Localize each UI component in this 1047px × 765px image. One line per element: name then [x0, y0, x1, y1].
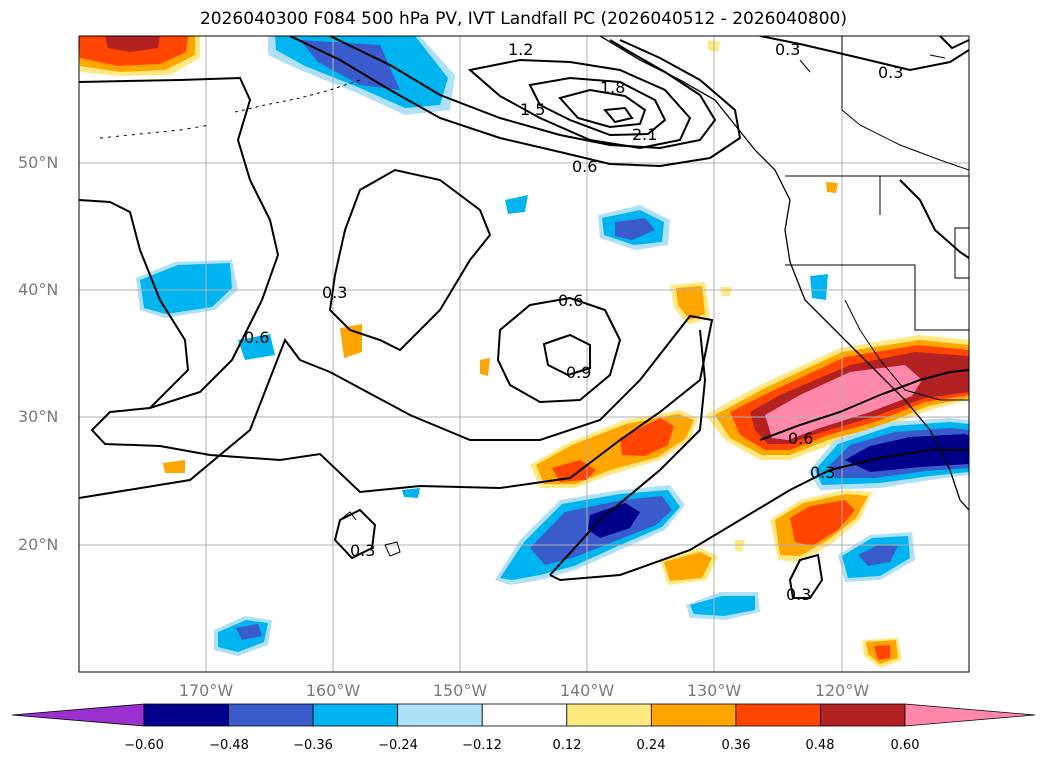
- colorbar-extend-max: [904, 703, 1036, 727]
- colorbar-extend-min: [11, 703, 145, 727]
- contour-label: 2.1: [632, 125, 657, 144]
- graticule: [79, 36, 969, 672]
- colorbar-cell: [481, 703, 568, 727]
- lat-label: 50°N: [18, 153, 59, 172]
- contour-label: 0.3: [775, 40, 800, 59]
- colorbar-tick-label: −0.12: [462, 738, 502, 753]
- colorbar: [11, 703, 1036, 727]
- colorbar-tick-label: −0.36: [293, 738, 333, 753]
- contour-label: 0.6: [788, 429, 813, 448]
- map-frame: [78, 35, 970, 673]
- contour-label: 0.6: [558, 291, 583, 310]
- contour-label: 0.9: [566, 363, 591, 382]
- contour-label: 0.3: [786, 585, 811, 604]
- colorbar-cell: [650, 703, 737, 727]
- colorbar-cell: [143, 703, 229, 727]
- lon-label: 140°W: [559, 681, 615, 700]
- contour-labels: 1.2 1.8 1.5 2.1 0.6 0.3 0.3 0.3 0.6 0.6 …: [244, 40, 903, 604]
- lon-label: 130°W: [686, 681, 742, 700]
- colorbar-tick-label: 0.36: [721, 738, 751, 753]
- contour-label: 1.5: [520, 100, 545, 119]
- contour-label: 0.3: [322, 283, 347, 302]
- lon-label: 150°W: [432, 681, 488, 700]
- contour-label: 0.3: [810, 463, 835, 482]
- colorbar-tick-label: 0.12: [552, 738, 582, 753]
- colorbar-tick-label: 0.24: [636, 738, 666, 753]
- coastlines: [99, 36, 969, 557]
- colorbar-tick-label: −0.48: [209, 738, 249, 753]
- contour-label: 0.3: [350, 541, 375, 560]
- colorbar-cell: [566, 703, 652, 727]
- lat-label: 20°N: [18, 535, 59, 554]
- colorbar-cell: [312, 703, 399, 727]
- contour-label: 1.2: [508, 40, 533, 59]
- lat-label: 40°N: [18, 280, 59, 299]
- lon-label: 170°W: [178, 681, 234, 700]
- colorbar-cell: [228, 703, 314, 727]
- colorbar-tick-label: −0.24: [378, 738, 418, 753]
- lat-label: 30°N: [18, 407, 59, 426]
- map-title: 2026040300 F084 500 hPa PV, IVT Landfall…: [199, 9, 847, 29]
- contour-label: 0.3: [878, 63, 903, 82]
- colorbar-tick-label: 0.60: [890, 738, 920, 753]
- colorbar-cell: [820, 703, 906, 727]
- lon-label: 160°W: [305, 681, 361, 700]
- colorbar-tick-label: 0.48: [805, 738, 835, 753]
- pv-contours: [79, 36, 969, 599]
- colorbar-tick-label: −0.60: [124, 738, 164, 753]
- contour-label: 0.6: [572, 157, 597, 176]
- lon-label: 120°W: [814, 681, 870, 700]
- contour-label: 0.6: [244, 328, 269, 347]
- colorbar-cell: [735, 703, 821, 727]
- colorbar-cell: [397, 703, 483, 727]
- contour-label: 1.8: [600, 78, 625, 97]
